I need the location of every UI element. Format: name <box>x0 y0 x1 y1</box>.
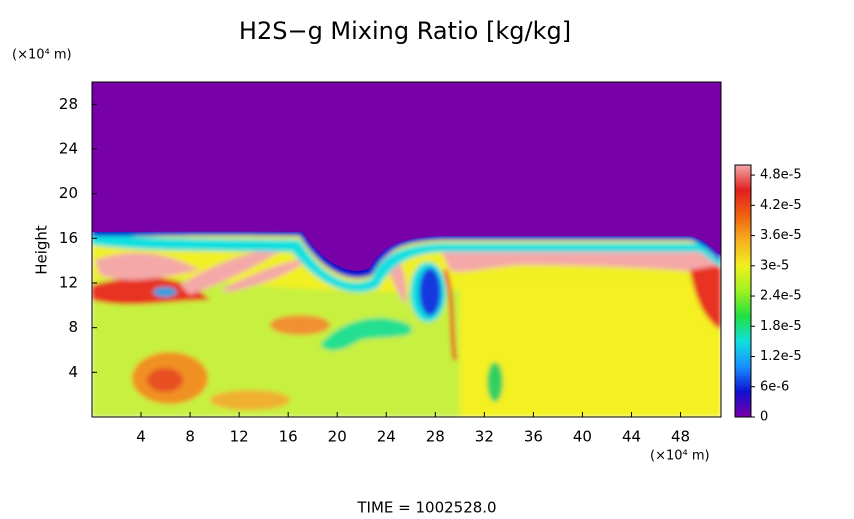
x-tick-label: 36 <box>524 428 543 446</box>
x-tick-label: 8 <box>185 428 195 446</box>
colorbar-tick-label: 1.2e-5 <box>760 349 802 364</box>
colorbar-tick-label: 2.4e-5 <box>760 289 802 304</box>
colorbar-tick-label: 3e-5 <box>760 258 789 273</box>
colorbar-tick-label: 4.8e-5 <box>760 168 802 183</box>
plot-frame <box>91 81 722 418</box>
x-tick-label: 16 <box>279 428 298 446</box>
field <box>92 82 721 417</box>
y-tick-label: 8 <box>68 318 78 336</box>
x-tick-label: 40 <box>573 428 592 446</box>
colorbar-tick-label: 4.2e-5 <box>760 198 802 213</box>
x-tick-label: 32 <box>475 428 494 446</box>
y-tick-label: 20 <box>59 184 78 202</box>
x-tick-label: 48 <box>671 428 690 446</box>
x-tick-label: 12 <box>230 428 249 446</box>
y-tick-label: 16 <box>59 229 78 247</box>
colorbar-tick-label: 6e-6 <box>760 379 789 394</box>
x-tick-label: 28 <box>426 428 445 446</box>
x-tick-label: 44 <box>622 428 641 446</box>
x-tick-label: 4 <box>136 428 146 446</box>
colorbar <box>734 164 752 418</box>
y-tick-label: 4 <box>68 363 78 381</box>
chart-title: H2S−g Mixing Ratio [kg/kg] <box>239 17 571 45</box>
x-unit-label: (×10⁴ m) <box>650 449 710 464</box>
y-axis-label: Height <box>33 225 51 275</box>
y-tick-label: 28 <box>59 95 78 113</box>
y-tick-label: 12 <box>59 274 78 292</box>
colorbar-tick-label: 1.8e-5 <box>760 319 802 334</box>
y-unit-label: (×10⁴ m) <box>12 48 72 63</box>
colorbar-tick-label: 3.6e-5 <box>760 228 802 243</box>
x-tick-label: 20 <box>328 428 347 446</box>
footer-time: TIME = 1002528.0 <box>356 499 496 517</box>
x-tick-label: 24 <box>377 428 396 446</box>
y-tick-label: 24 <box>59 140 78 158</box>
colorbar-tick-label: 0 <box>760 410 768 425</box>
